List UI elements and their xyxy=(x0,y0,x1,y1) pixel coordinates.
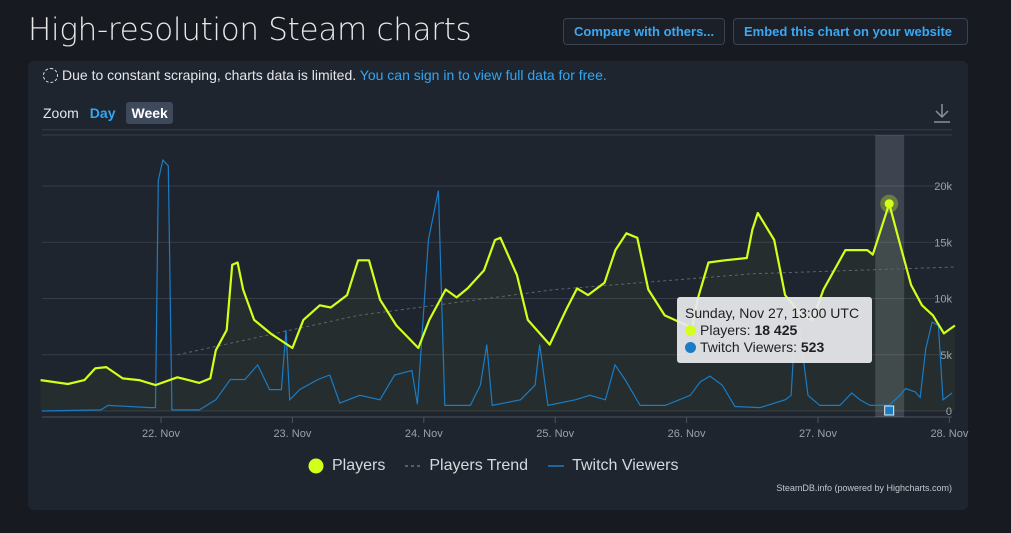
chart-credits[interactable]: SteamDB.info (powered by Highcharts.com) xyxy=(776,483,952,493)
x-tick-label: 24. Nov xyxy=(405,428,443,440)
chart-tooltip: Sunday, Nov 27, 13:00 UTC Players: 18 42… xyxy=(677,297,872,363)
zoom-week-button[interactable]: Week xyxy=(126,102,173,124)
y-tick-label: 15k xyxy=(934,237,952,249)
x-tick-label: 23. Nov xyxy=(273,428,311,440)
twitch-legend-icon xyxy=(548,465,565,467)
x-tick-label: 22. Nov xyxy=(142,428,180,440)
y-tick-label: 0 xyxy=(946,406,952,418)
players-marker xyxy=(884,199,894,209)
x-tick-label: 27. Nov xyxy=(799,428,837,440)
players-trend-line xyxy=(177,266,955,356)
twitch-dot-icon xyxy=(685,342,696,353)
legend-trend-label: Players Trend xyxy=(429,457,529,474)
twitch-viewers-line xyxy=(41,158,953,412)
legend-players-trend[interactable]: Players Trend xyxy=(405,457,528,475)
legend-twitch-label: Twitch Viewers xyxy=(572,457,679,474)
page-title: High-resolution Steam charts xyxy=(28,12,472,48)
y-tick-label: 5k xyxy=(940,350,952,362)
x-tick-label: 28. Nov xyxy=(930,428,968,440)
players-legend-icon xyxy=(308,458,324,474)
legend-players-label: Players xyxy=(332,457,386,474)
tooltip-players-value: 18 425 xyxy=(754,322,798,338)
zoom-label: Zoom xyxy=(43,105,79,121)
chart-card xyxy=(28,61,968,510)
legend-twitch-viewers[interactable]: Twitch Viewers xyxy=(548,457,678,475)
notice-text: Due to constant scraping, charts data is… xyxy=(62,67,357,83)
compare-button[interactable]: Compare with others... xyxy=(563,18,726,45)
data-limited-notice: Due to constant scraping, charts data is… xyxy=(43,67,607,83)
chart-legend: Players Players Trend Twitch Viewers xyxy=(308,457,678,475)
twitch-marker xyxy=(884,405,895,416)
loading-icon xyxy=(43,68,58,83)
x-tick-label: 25. Nov xyxy=(536,428,574,440)
embed-chart-button[interactable]: Embed this chart on your website xyxy=(733,18,968,45)
download-icon[interactable] xyxy=(932,102,952,124)
y-tick-label: 20k xyxy=(934,181,952,193)
tooltip-twitch-value: 523 xyxy=(800,339,825,355)
tooltip-twitch-label: Twitch Viewers: xyxy=(700,339,801,355)
zoom-selector: Zoom Day Week xyxy=(43,102,173,124)
trend-legend-icon xyxy=(405,465,422,467)
x-tick-label: 26. Nov xyxy=(668,428,706,440)
zoom-day-button[interactable]: Day xyxy=(89,105,116,121)
legend-players[interactable]: Players xyxy=(308,457,385,475)
tooltip-date: Sunday, Nov 27, 13:00 UTC xyxy=(685,305,860,321)
hover-band xyxy=(875,135,905,417)
y-tick-label: 10k xyxy=(934,294,952,306)
tooltip-players-label: Players: xyxy=(700,322,755,338)
sign-in-link[interactable]: You can sign in to view full data for fr… xyxy=(359,67,607,83)
players-dot-icon xyxy=(685,325,696,336)
